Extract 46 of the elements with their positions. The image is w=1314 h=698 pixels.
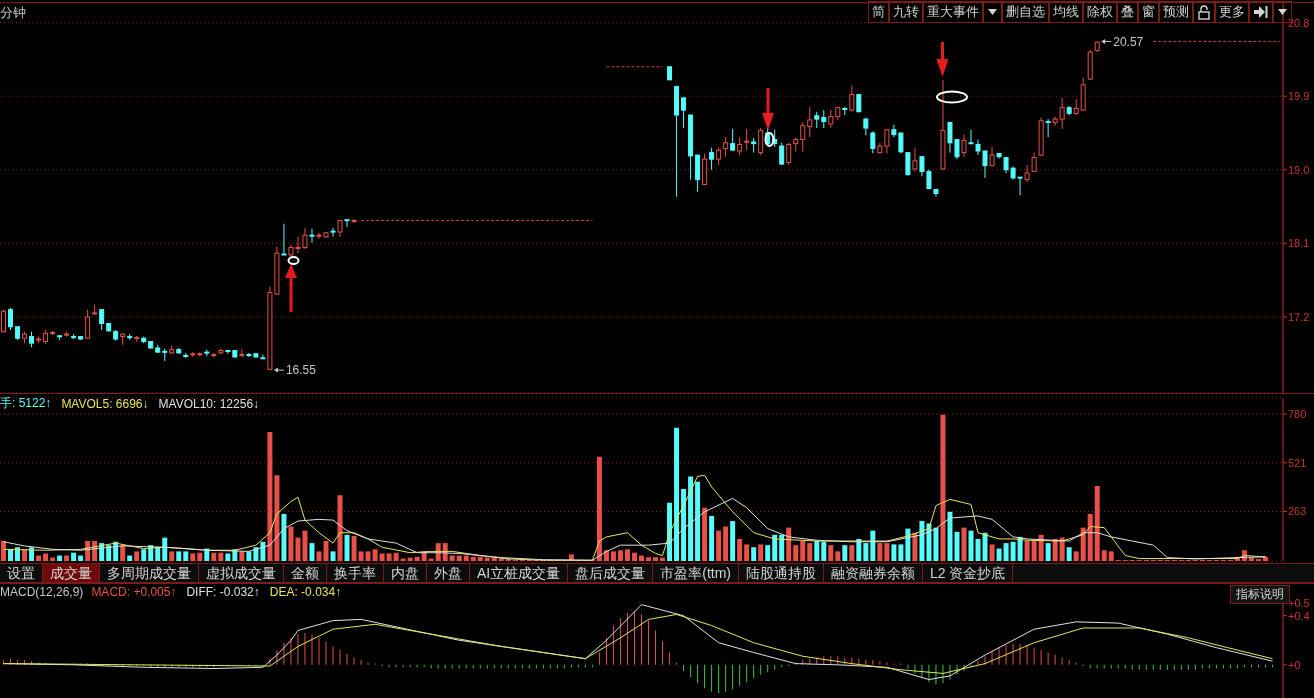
text: 设置 (7, 565, 35, 581)
y-tick-label: 20.8 (1288, 16, 1310, 29)
text: 金额 (291, 565, 319, 581)
annotation: 20.57 (1113, 34, 1144, 49)
annotation: 窗 (1142, 3, 1155, 21)
y-tick-label: 19.9 (1288, 90, 1310, 103)
text: 市盈率(ttm) (660, 565, 731, 581)
y-tick-label: 17.2 (1288, 310, 1310, 323)
y-tick-label: +0 (1288, 658, 1301, 671)
text: 盘后成交量 (575, 565, 646, 581)
annotation: 除权 (1087, 3, 1113, 21)
text: 融资融券余额 (831, 565, 915, 581)
annotation: 预测 (1163, 3, 1189, 21)
text: DEA: -0.034↑ (269, 585, 342, 599)
text: L2 资金抄底 (930, 565, 1006, 581)
y-tick-label: 780 (1288, 407, 1307, 420)
text: 多周期成交量 (107, 565, 191, 581)
text: DIFF: -0.032↑ (186, 585, 260, 599)
text: MAVOL10: 12256↓ (158, 396, 260, 411)
annotation: 叠 (1121, 3, 1134, 21)
annotation: 重大事件 (927, 3, 979, 21)
y-tick-label: 521 (1288, 456, 1307, 469)
text: AI立桩成交量 (477, 565, 561, 581)
annotation: 更多 (1219, 3, 1245, 21)
annotation: 指标说明 (1236, 586, 1284, 603)
chart-title: 分钟 (0, 4, 26, 22)
text: MAVOL5: 6696↓ (61, 396, 149, 411)
y-tick-label: +0.4 (1288, 609, 1310, 622)
text: 手: 5122↑ (0, 395, 52, 412)
annotation: 简 (872, 3, 885, 21)
y-tick-label: 18.1 (1288, 237, 1310, 250)
text: 虚拟成交量 (206, 565, 276, 581)
y-tick-label: 19.0 (1288, 163, 1310, 176)
annotation: 删自选 (1006, 3, 1045, 21)
text: MACD: +0.005↑ (91, 585, 177, 599)
text: 陆股通持股 (746, 565, 816, 581)
y-tick-label: +0.5 (1288, 597, 1310, 610)
annotation: 均线 (1053, 3, 1079, 21)
annotation: 九转 (893, 3, 919, 21)
text: 内盘 (391, 565, 419, 581)
annotation: 16.55 (285, 363, 317, 378)
chart-title: MACD(12,26,9) (0, 585, 84, 599)
text: 换手率 (334, 565, 376, 581)
text: 成交量 (50, 565, 92, 581)
text: 外盘 (434, 565, 462, 581)
y-tick-label: 263 (1288, 505, 1307, 518)
